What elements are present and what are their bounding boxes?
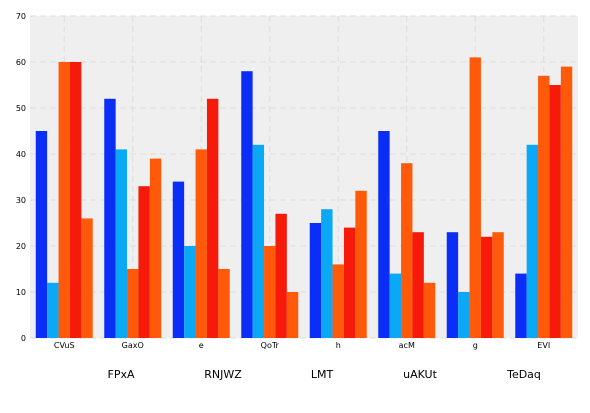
bar <box>458 292 470 338</box>
y-tick-label: 70 <box>16 12 26 21</box>
bar <box>321 209 333 338</box>
bar <box>332 264 344 338</box>
bar <box>138 186 150 338</box>
bar <box>264 246 276 338</box>
x-tick-label: GaxO <box>122 341 144 350</box>
x-tick-label: h <box>336 341 341 350</box>
bar <box>241 71 253 338</box>
bar <box>286 292 299 338</box>
y-tick-label: 10 <box>16 288 26 297</box>
y-axis-ticks: 0 10 20 30 40 50 60 70 <box>16 12 26 343</box>
bar <box>275 213 287 338</box>
y-tick-label: 30 <box>16 196 26 205</box>
bar <box>492 232 504 338</box>
bar <box>401 163 413 338</box>
bar <box>389 273 402 338</box>
bar <box>81 218 93 338</box>
legend-entry: uAKUt <box>403 368 437 381</box>
x-tick-label: g <box>473 341 478 350</box>
y-tick-label: 40 <box>16 150 26 159</box>
bar <box>206 98 219 338</box>
legend-entry: TeDaq <box>506 368 541 381</box>
bar <box>469 57 481 339</box>
bar <box>149 158 162 338</box>
bar <box>549 85 561 338</box>
bar <box>423 282 436 338</box>
bar <box>47 282 59 338</box>
bar <box>515 273 527 338</box>
x-axis-labels: CVuS GaxO e QoTr h acM g EVI <box>54 341 550 350</box>
bar <box>378 131 390 338</box>
bars <box>35 57 573 339</box>
y-tick-label: 0 <box>21 334 26 343</box>
y-tick-label: 60 <box>16 58 26 67</box>
bar <box>560 66 573 338</box>
legend: FPxA RNJWZ LMT uAKUt TeDaq <box>108 368 541 381</box>
bar <box>355 190 367 338</box>
bar <box>343 227 356 338</box>
bar <box>69 62 82 338</box>
legend-entry: FPxA <box>108 368 135 381</box>
bar <box>412 232 424 338</box>
x-tick-label: CVuS <box>54 341 75 350</box>
bar <box>104 98 116 338</box>
bar <box>127 269 139 338</box>
x-tick-label: EVI <box>537 341 550 350</box>
bar <box>309 223 322 338</box>
y-tick-label: 20 <box>16 242 26 251</box>
legend-entry: LMT <box>311 368 334 381</box>
bar <box>446 232 459 338</box>
bar <box>526 144 539 338</box>
bar <box>538 75 550 339</box>
y-tick-label: 50 <box>16 104 26 113</box>
bar <box>184 246 196 338</box>
x-tick-label: acM <box>399 341 415 350</box>
bar <box>58 62 70 338</box>
x-tick-label: e <box>199 341 204 350</box>
legend-entry: RNJWZ <box>204 368 242 381</box>
bar <box>218 269 230 338</box>
bar <box>252 144 265 338</box>
bar <box>35 131 48 338</box>
x-tick-label: QoTr <box>261 341 280 350</box>
bar <box>195 149 207 338</box>
bar <box>172 181 185 338</box>
bar <box>480 236 493 338</box>
bar <box>115 149 128 338</box>
